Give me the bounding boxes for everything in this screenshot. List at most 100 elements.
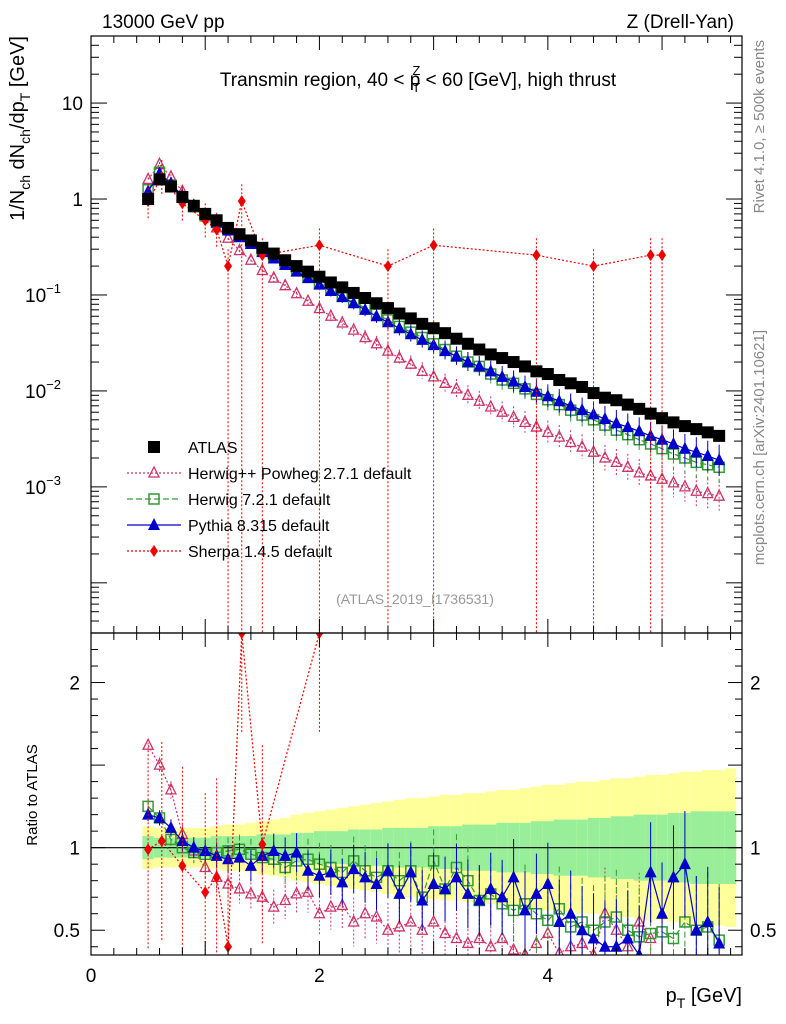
series-point-pythia bbox=[598, 411, 611, 424]
series-point-pythia bbox=[576, 403, 589, 416]
ratio-point-herwig7 bbox=[644, 927, 657, 940]
series-point-pythia bbox=[404, 327, 417, 340]
ratio-point-pythia bbox=[713, 936, 726, 949]
plot-title: Transmin region, 40 < pZ T < 60 [GeV], hi… bbox=[220, 63, 617, 95]
process-label: Z (Drell-Yan) bbox=[627, 12, 734, 33]
series-point-herwigpp bbox=[404, 356, 417, 369]
series-point-atlas bbox=[576, 380, 589, 393]
series-point-herwigpp bbox=[690, 483, 703, 496]
series-point-herwigpp bbox=[142, 171, 155, 185]
x-axis-label: pT [GeV] bbox=[666, 985, 742, 1011]
ratio-y-tick-label-right: 2 bbox=[750, 674, 761, 695]
series-point-pythia bbox=[541, 389, 554, 402]
series-point-herwigpp bbox=[439, 375, 452, 388]
legend-marker bbox=[148, 441, 160, 453]
ratio-point-herwigpp bbox=[244, 886, 257, 899]
series-point-atlas bbox=[690, 423, 703, 436]
series-point-pythia bbox=[427, 338, 440, 351]
main-y-tick-exponent: −1 bbox=[46, 281, 61, 296]
ratio-point-pythia bbox=[164, 820, 177, 833]
series-point-herwigpp bbox=[621, 459, 634, 472]
series-point-pythia bbox=[678, 441, 691, 454]
series-point-pythia bbox=[336, 290, 349, 303]
series-point-herwigpp bbox=[667, 475, 680, 488]
ratio-point-pythia bbox=[701, 914, 714, 927]
series-point-pythia bbox=[690, 445, 703, 458]
series-point-atlas bbox=[713, 429, 726, 442]
series-point-atlas bbox=[656, 412, 669, 425]
ratio-y-tick-label: 1 bbox=[69, 839, 80, 860]
ratio-point-pythia bbox=[233, 850, 246, 863]
x-tick-label: 4 bbox=[543, 966, 554, 987]
ratio-point-pythia bbox=[244, 858, 257, 871]
legend-label: Herwig 7.2.1 default bbox=[188, 492, 331, 509]
series-point-pythia bbox=[313, 277, 326, 290]
series-point-atlas bbox=[564, 377, 577, 390]
series-point-herwigpp bbox=[279, 278, 292, 291]
legend: ATLAS Herwig++ Powheg 2.7.1 default Herwig… bbox=[127, 440, 412, 561]
ratio-point-pythia bbox=[644, 865, 657, 878]
series-point-pythia bbox=[621, 420, 634, 433]
series-point-herwigpp bbox=[518, 414, 532, 428]
series-point-pythia bbox=[347, 296, 360, 309]
series-point-atlas bbox=[324, 276, 337, 289]
ratio-frame bbox=[90, 632, 743, 956]
ratio-point-pythia bbox=[404, 865, 417, 878]
series-point-pythia bbox=[713, 453, 726, 466]
series-point-atlas bbox=[621, 398, 634, 411]
series-point-atlas bbox=[153, 173, 166, 186]
series-point-pythia bbox=[610, 416, 623, 429]
plot-title-sup: Z bbox=[412, 63, 420, 78]
series-point-herwigpp bbox=[244, 252, 257, 265]
ratio-point-pythia bbox=[610, 939, 623, 952]
ratio-point-herwig7 bbox=[667, 932, 680, 945]
main-ylabel-part-1: 1/N bbox=[7, 190, 29, 221]
series-point-herwigpp bbox=[370, 336, 383, 349]
plot-title-sub: T bbox=[412, 80, 420, 95]
ratio-point-herwigpp bbox=[301, 884, 315, 897]
series-point-atlas bbox=[176, 190, 189, 203]
ratio-point-pythia bbox=[427, 876, 440, 889]
series-point-pythia bbox=[324, 284, 337, 297]
series-point-herwigpp bbox=[484, 399, 497, 412]
ratio-point-sherpa bbox=[201, 886, 210, 899]
ratio-point-pythia bbox=[553, 914, 566, 927]
series-point-herwigpp bbox=[267, 270, 280, 283]
series-point-atlas bbox=[530, 365, 543, 378]
series-point-pythia bbox=[484, 364, 497, 377]
series-point-herwigpp bbox=[576, 439, 589, 452]
ratio-point-pythia bbox=[187, 840, 200, 853]
ratio-y-tick-label: 0.5 bbox=[54, 921, 80, 942]
x-axis-label-sub: T bbox=[677, 995, 686, 1011]
series-point-atlas bbox=[610, 394, 623, 407]
series-point-pythia bbox=[370, 309, 383, 322]
series-point-atlas bbox=[587, 387, 600, 400]
series-point-atlas bbox=[598, 391, 611, 404]
ratio-point-pythia bbox=[416, 893, 429, 906]
ratio-point-sherpa bbox=[224, 940, 233, 953]
ratio-point-herwigpp bbox=[473, 931, 486, 944]
series-point-atlas bbox=[142, 193, 155, 206]
series-point-herwigpp bbox=[496, 404, 509, 417]
ratio-point-herwigpp bbox=[427, 914, 440, 927]
legend-label: Herwig++ Powheg 2.7.1 default bbox=[188, 466, 412, 483]
series-point-atlas bbox=[507, 356, 520, 369]
main-ylabel-part-2: dN bbox=[7, 144, 29, 175]
main-y-tick-label: 10−3 bbox=[25, 473, 61, 499]
main-y-tick-base: 10 bbox=[62, 94, 83, 115]
series-point-sherpa bbox=[315, 239, 324, 252]
series-point-atlas bbox=[279, 254, 292, 267]
main-ylabel: 1/Nch dNch/dpT [GeV] bbox=[7, 36, 33, 221]
ratio-point-herwigpp bbox=[461, 935, 474, 949]
main-y-tick-label: 1 bbox=[72, 190, 83, 211]
ratio-point-pythia bbox=[313, 868, 326, 881]
series-point-pythia bbox=[461, 355, 474, 368]
series-point-herwigpp bbox=[587, 444, 600, 457]
series-point-herwigpp bbox=[301, 293, 315, 306]
series-point-herwigpp bbox=[564, 435, 577, 448]
series-point-pythia bbox=[667, 436, 680, 449]
ratio-point-pythia bbox=[267, 843, 280, 856]
series-point-pythia bbox=[701, 448, 714, 461]
ratio-point-pythia bbox=[496, 890, 509, 903]
